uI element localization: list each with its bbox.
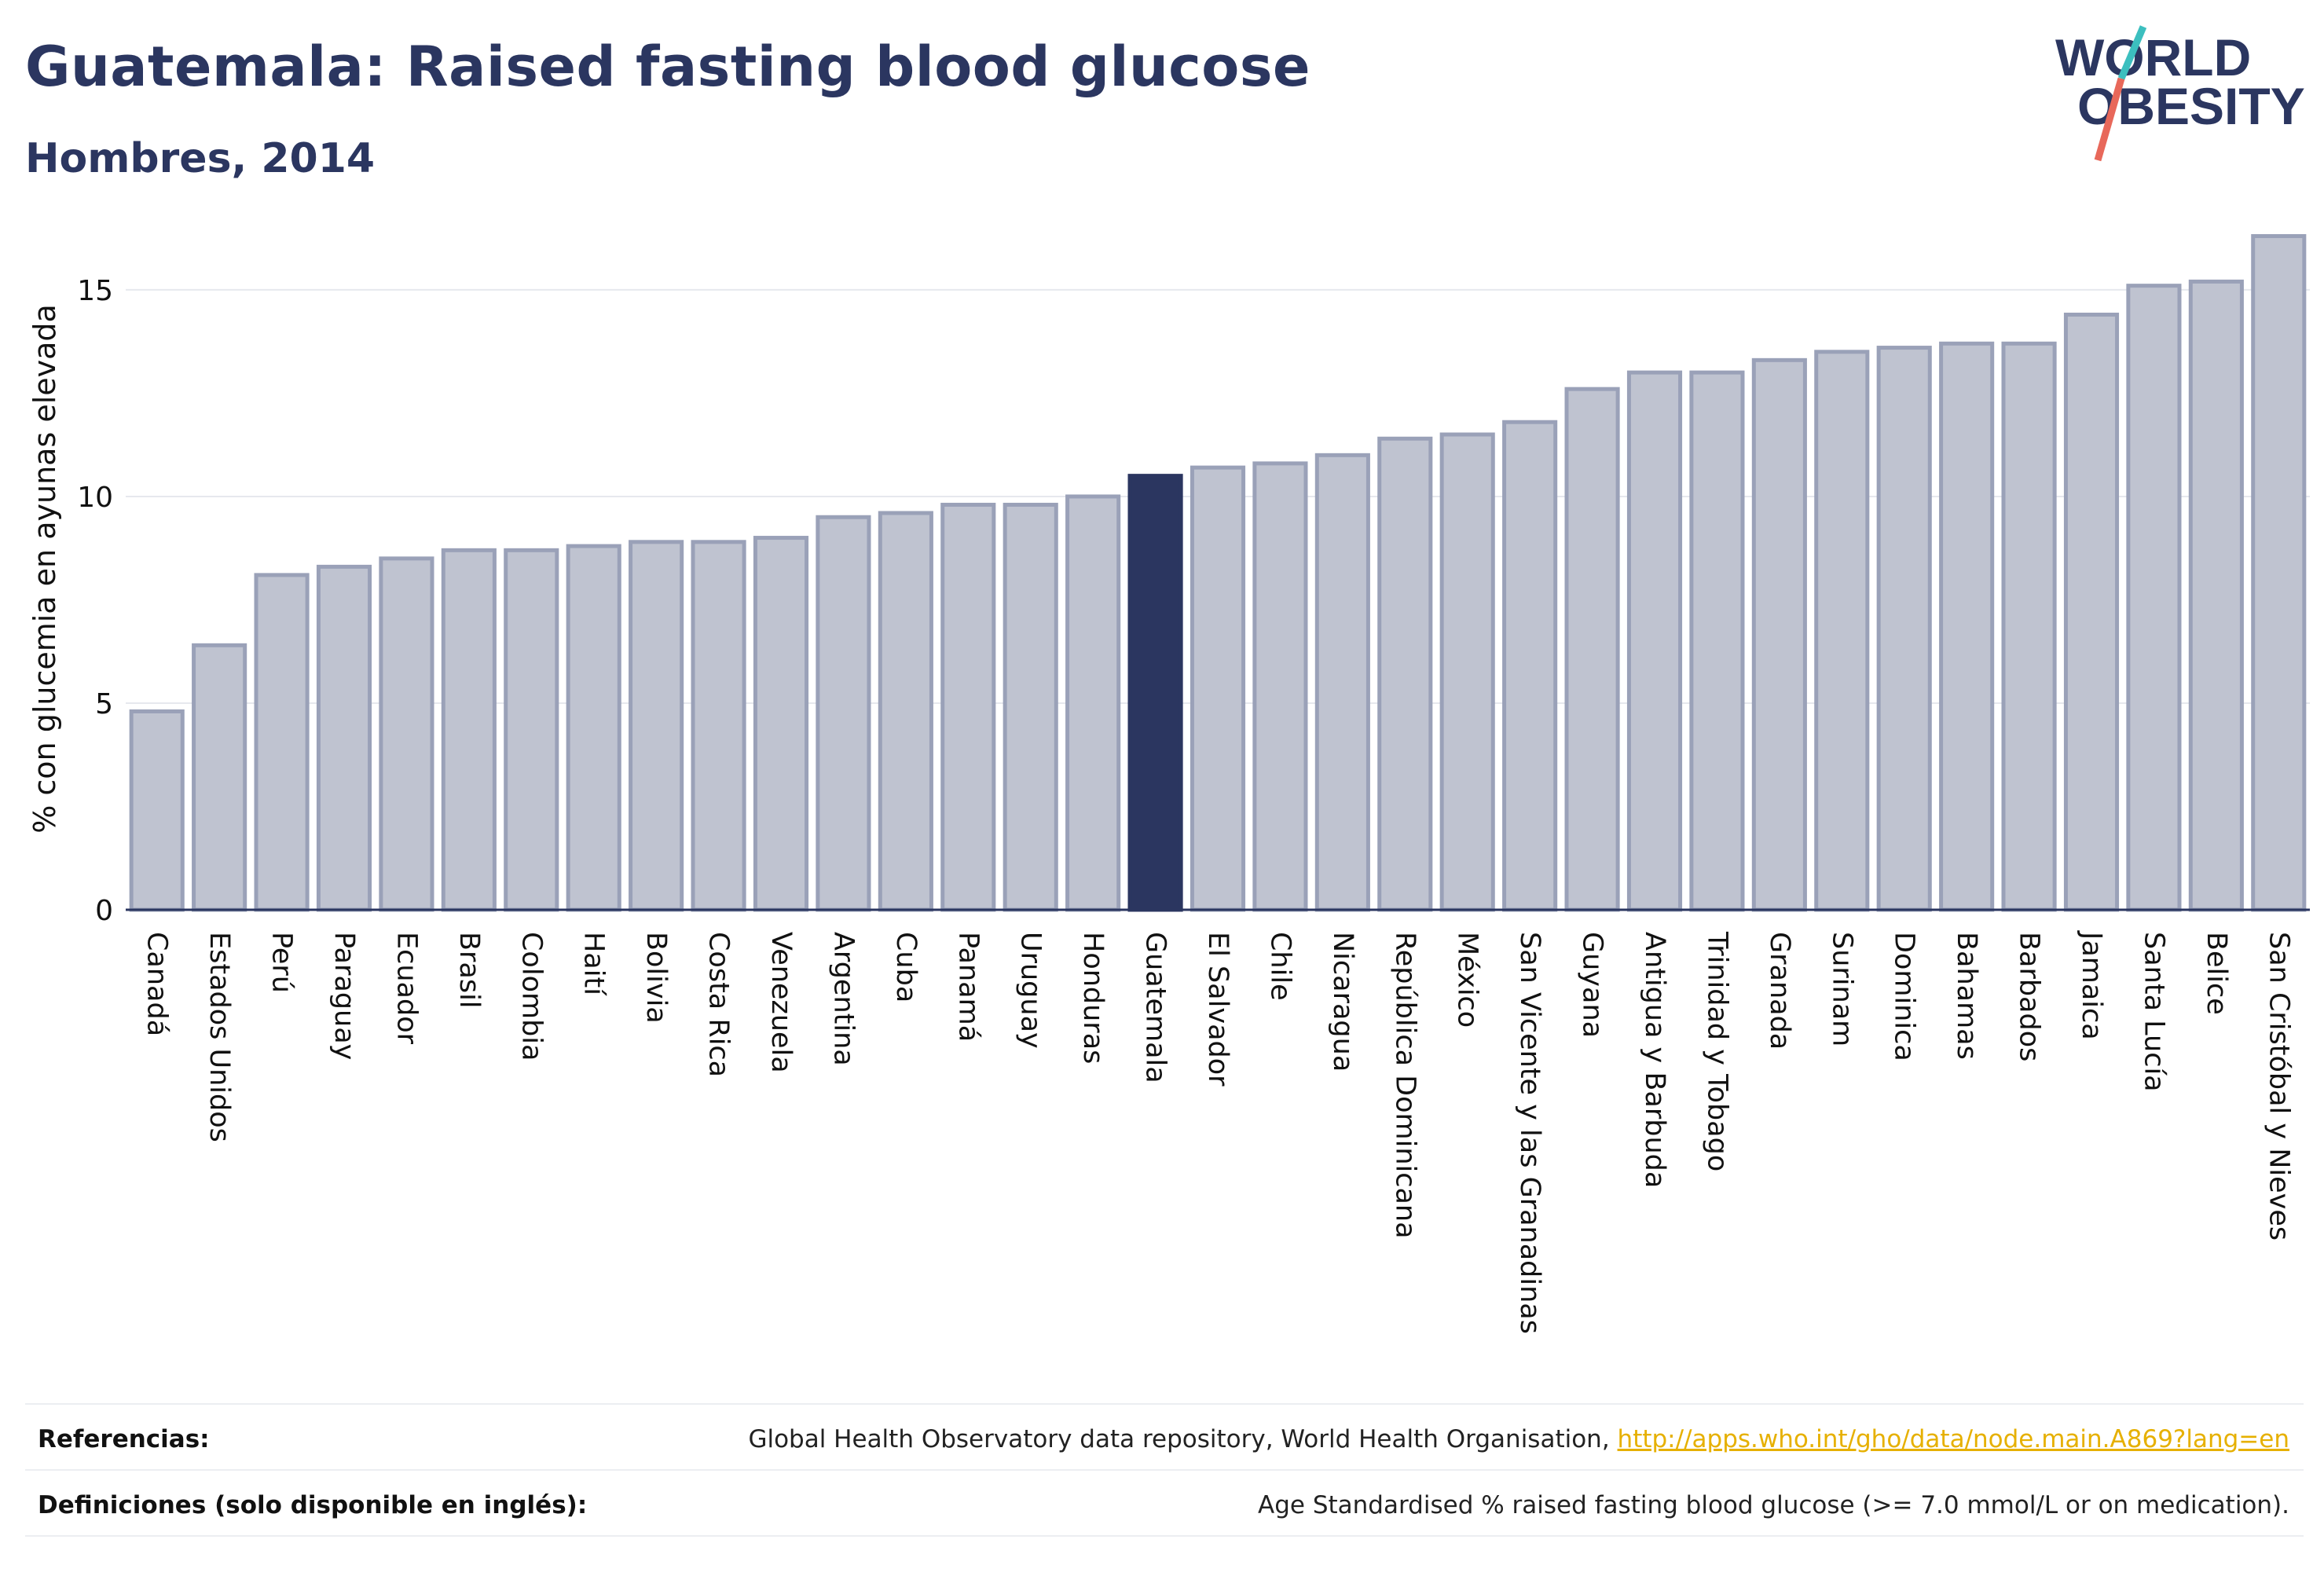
bar[interactable] bbox=[2251, 234, 2307, 912]
bar[interactable] bbox=[1314, 453, 1370, 912]
footer-divider-bottom bbox=[25, 1535, 2304, 1537]
x-tick-label: Venezuela bbox=[765, 932, 797, 1073]
references-text: Global Health Observatory data repositor… bbox=[748, 1425, 1618, 1453]
x-tick-label: Surinam bbox=[1826, 932, 1857, 1046]
y-tick-labels: 0 5 10 15 bbox=[77, 275, 113, 927]
logo-slash-bottom bbox=[2094, 77, 2125, 162]
y-tick-label: 0 bbox=[95, 895, 113, 927]
x-tick-label: San Cristóbal y Nieves bbox=[2263, 932, 2294, 1241]
x-tick-label: Colombia bbox=[515, 932, 547, 1061]
bar[interactable] bbox=[1876, 346, 1932, 912]
y-tick-label: 5 bbox=[95, 688, 113, 720]
bar[interactable] bbox=[2001, 341, 2057, 912]
bar[interactable] bbox=[379, 556, 434, 912]
x-tick-label: Estados Unidos bbox=[203, 932, 235, 1142]
x-tick-label: Antigua y Barbuda bbox=[1639, 932, 1670, 1188]
bar[interactable] bbox=[1564, 387, 1620, 912]
bar[interactable] bbox=[1439, 432, 1495, 912]
bar[interactable] bbox=[441, 548, 497, 912]
x-tick-label: Argentina bbox=[827, 932, 859, 1066]
x-tick-label: Granada bbox=[1764, 932, 1795, 1050]
x-tick-label: República Dominicana bbox=[1389, 932, 1420, 1239]
x-tick-label: Guatemala bbox=[1140, 932, 1171, 1083]
x-tick-label: Jamaica bbox=[2076, 930, 2107, 1040]
y-tick-label: 15 bbox=[77, 275, 113, 307]
bar[interactable] bbox=[2126, 284, 2182, 912]
bar[interactable] bbox=[1626, 370, 1683, 912]
x-tick-label: Trinidad y Tobago bbox=[1701, 931, 1732, 1171]
x-tick-label: Ecuador bbox=[390, 932, 422, 1045]
x-tick-label: Perú bbox=[266, 932, 298, 993]
bar[interactable] bbox=[691, 540, 746, 912]
x-tick-label: Uruguay bbox=[1015, 932, 1047, 1049]
definitions-value: Age Standardised % raised fasting blood … bbox=[1258, 1491, 2289, 1519]
x-tick-label: Bahamas bbox=[1951, 932, 1982, 1060]
bar[interactable] bbox=[1003, 502, 1058, 912]
definitions-label: Definiciones (solo disponible en inglés)… bbox=[38, 1491, 588, 1519]
x-tick-label: Honduras bbox=[1077, 932, 1109, 1064]
bar[interactable] bbox=[753, 536, 809, 912]
x-tick-label: San Vicente y las Granadinas bbox=[1514, 932, 1545, 1334]
bar[interactable] bbox=[1189, 465, 1246, 912]
bar[interactable] bbox=[1377, 436, 1433, 912]
x-tick-label: Bolivia bbox=[640, 932, 672, 1024]
bar[interactable] bbox=[1252, 461, 1308, 912]
x-tick-label: Dominica bbox=[1889, 932, 1920, 1061]
x-tick-label: Panamá bbox=[952, 932, 984, 1042]
bar[interactable] bbox=[129, 709, 185, 912]
bar[interactable] bbox=[254, 573, 310, 912]
references-link[interactable]: http://apps.who.int/gho/data/node.main.A… bbox=[1617, 1425, 2289, 1453]
bar-chart: 0 5 10 15 Canadá Estados Unidos Perú Paraguay E… bbox=[27, 234, 2310, 1334]
references-value: Global Health Observatory data repositor… bbox=[748, 1425, 2289, 1453]
x-tick-label: Haití bbox=[578, 932, 610, 996]
world-obesity-logo: WORLD OBESITY bbox=[2055, 25, 2305, 162]
x-tick-label: Canadá bbox=[141, 932, 173, 1036]
x-tick-label: Belice bbox=[2201, 932, 2232, 1015]
bar[interactable] bbox=[316, 564, 372, 912]
bar[interactable] bbox=[566, 544, 621, 912]
x-tick-label: Barbados bbox=[2014, 932, 2045, 1061]
x-tick-labels: Canadá Estados Unidos Perú Paraguay Ecuador B… bbox=[141, 930, 2295, 1334]
bar[interactable] bbox=[504, 548, 559, 912]
bar[interactable] bbox=[1939, 341, 1995, 912]
logo-line1: WORLD bbox=[2055, 28, 2251, 86]
y-axis-title: % con glucemia en ayunas elevada bbox=[27, 304, 62, 834]
references-label: Referencias: bbox=[38, 1425, 210, 1453]
bar[interactable] bbox=[2188, 279, 2244, 912]
footer-divider-top bbox=[25, 1403, 2304, 1405]
x-tick-label: México bbox=[1452, 932, 1483, 1028]
chart-title: Guatemala: Raised fasting blood glucose bbox=[25, 35, 1311, 99]
bar[interactable] bbox=[629, 540, 684, 912]
bar[interactable] bbox=[1814, 350, 1870, 912]
x-tick-label: Brasil bbox=[453, 932, 485, 1009]
x-tick-label: Cuba bbox=[890, 932, 922, 1002]
x-tick-label: El Salvador bbox=[1202, 932, 1233, 1087]
bar[interactable] bbox=[192, 643, 247, 912]
bar[interactable] bbox=[816, 515, 871, 912]
bar[interactable] bbox=[2063, 312, 2120, 912]
bar[interactable] bbox=[1751, 357, 1807, 912]
bar-layer bbox=[129, 234, 2307, 912]
chart-subtitle: Hombres, 2014 bbox=[25, 135, 376, 182]
x-tick-label: Santa Lucía bbox=[2138, 932, 2169, 1092]
x-tick-label: Paraguay bbox=[328, 932, 360, 1060]
bar[interactable] bbox=[1689, 370, 1745, 912]
x-tick-label: Nicaragua bbox=[1327, 932, 1358, 1072]
bar[interactable] bbox=[1502, 420, 1558, 912]
bar[interactable] bbox=[1065, 494, 1121, 912]
bar[interactable] bbox=[878, 511, 933, 912]
x-tick-label: Chile bbox=[1264, 932, 1296, 1001]
x-tick-label: Costa Rica bbox=[703, 932, 735, 1077]
bar-highlighted[interactable] bbox=[1127, 474, 1183, 912]
footer-divider-middle bbox=[25, 1469, 2304, 1471]
logo-slash-top bbox=[2117, 25, 2147, 80]
y-tick-label: 10 bbox=[77, 482, 113, 514]
x-tick-label: Guyana bbox=[1577, 932, 1608, 1038]
bar[interactable] bbox=[940, 502, 996, 912]
